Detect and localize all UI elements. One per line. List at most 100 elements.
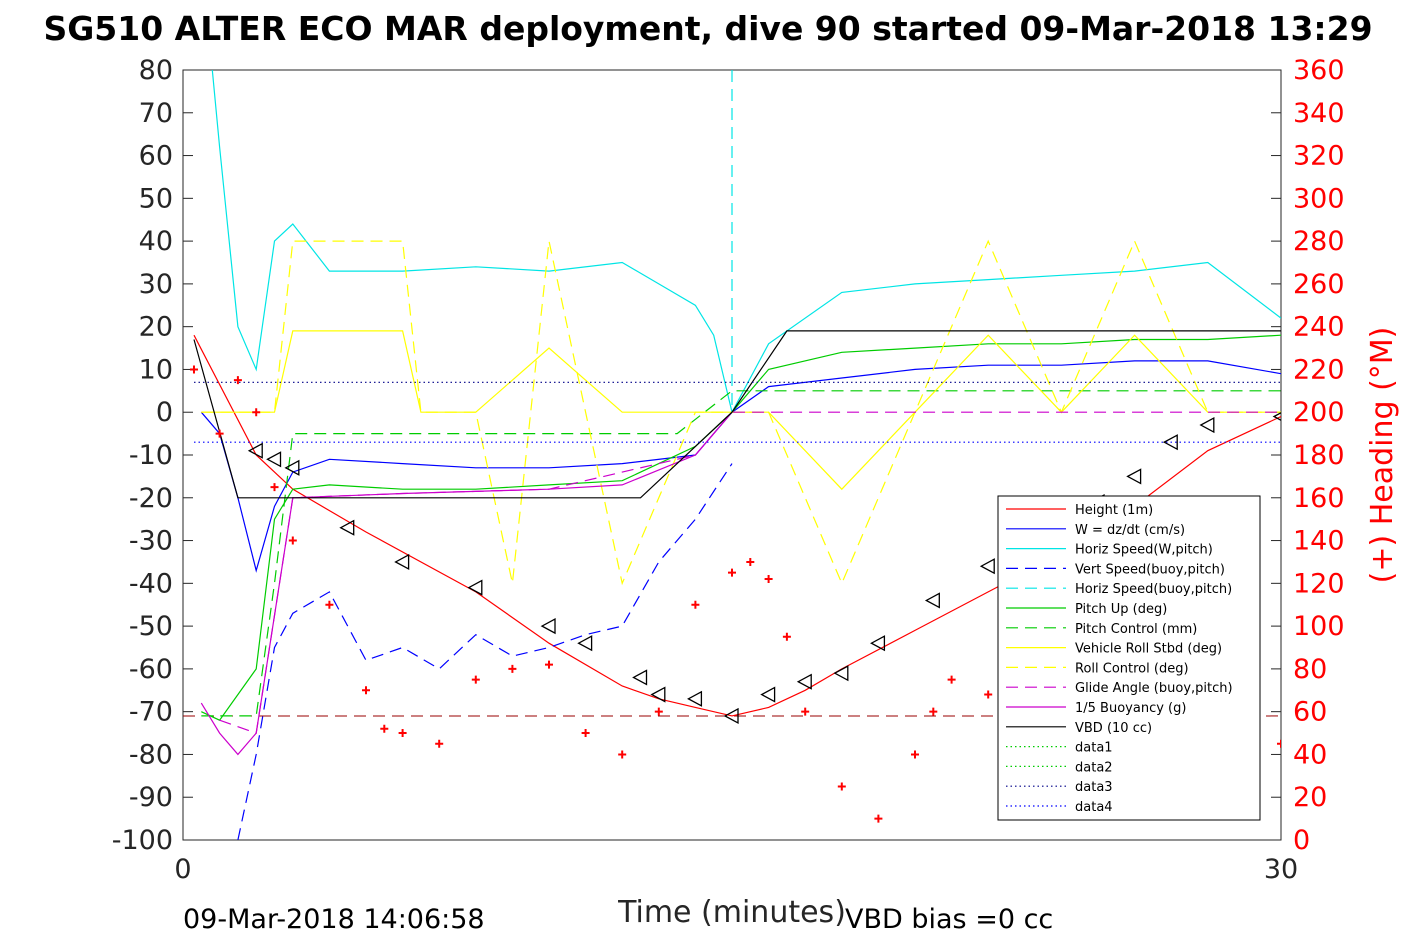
legend-label: Height (1m)	[1075, 503, 1153, 518]
series-line-3	[237, 463, 733, 840]
y2-tick-label: 320	[1293, 141, 1345, 172]
vbd-marker	[723, 707, 739, 725]
y2-tick-label: 80	[1293, 654, 1327, 685]
y-tick-label: -60	[129, 654, 173, 685]
y2-tick-label: 100	[1293, 611, 1345, 642]
y-tick-label: -20	[129, 483, 173, 514]
x-tick-label: 0	[174, 854, 191, 885]
x-axis-label: Time (minutes)	[617, 895, 846, 930]
heading-point	[508, 664, 517, 673]
vbd-marker	[394, 553, 410, 571]
heading-point	[1277, 739, 1281, 748]
heading-point	[911, 750, 919, 759]
heading-point	[362, 686, 370, 695]
y2-tick-label: 160	[1293, 483, 1345, 514]
y-tick-label: -40	[129, 568, 173, 599]
y-tick-label: 30	[139, 269, 173, 300]
y-tick-label: 50	[139, 183, 173, 214]
heading-point	[435, 739, 444, 748]
legend-label: Roll Control (deg)	[1075, 661, 1189, 676]
footer-timestamp: 09-Mar-2018 14:06:58	[183, 904, 485, 935]
legend-label: Horiz Speed(W,pitch)	[1075, 543, 1213, 558]
vbd-marker	[796, 673, 812, 690]
vbd-marker	[467, 579, 483, 596]
vbd-marker	[540, 618, 556, 635]
vbd-marker	[247, 442, 263, 459]
legend-box	[997, 495, 1261, 821]
y2-tick-label: 180	[1293, 440, 1345, 471]
heading-point	[380, 724, 389, 733]
y-tick-label: 10	[139, 354, 173, 385]
vbd-marker	[1272, 411, 1281, 422]
vbd-marker	[687, 690, 703, 707]
heading-point	[545, 660, 553, 669]
y2-tick-label: 300	[1293, 183, 1345, 214]
series-line-6	[201, 390, 1281, 717]
y-tick-label: 20	[139, 312, 173, 343]
heading-point	[746, 557, 755, 566]
y-tick-label: -30	[129, 526, 173, 557]
series-line-2	[211, 70, 1281, 414]
heading-point	[801, 707, 810, 716]
y2-tick-label: 0	[1293, 825, 1310, 856]
y-tick-label: -70	[129, 697, 173, 728]
legend-label: data2	[1075, 760, 1113, 775]
legend-label: Pitch Control (mm)	[1075, 622, 1197, 637]
vbd-marker	[1162, 434, 1178, 451]
y-tick-label: 0	[156, 397, 173, 428]
vbd-marker	[266, 451, 282, 468]
chart-title: SG510 ALTER ECO MAR deployment, dive 90 …	[43, 9, 1372, 48]
legend-label: data4	[1075, 800, 1113, 815]
heading-point	[837, 782, 846, 791]
y-tick-label: 60	[139, 141, 173, 172]
y2-tick-label: 40	[1293, 739, 1327, 770]
legend-label: Glide Angle (buoy,pitch)	[1075, 681, 1233, 696]
heading-point	[325, 600, 334, 609]
y-tick-label: -80	[129, 739, 173, 770]
vbd-marker	[870, 635, 886, 652]
y2-tick-label: 60	[1293, 697, 1327, 728]
y2-tick-label: 140	[1293, 526, 1345, 557]
vbd-marker	[577, 635, 593, 652]
heading-point	[782, 632, 791, 641]
legend-label: 1/5 Buoyancy (g)	[1075, 701, 1186, 716]
y2-axis-label: (+) Heading (°M)	[1365, 327, 1400, 584]
y-tick-label: -90	[129, 782, 173, 813]
legend-label: data1	[1075, 741, 1113, 756]
legend-label: W = dz/dt (cm/s)	[1075, 523, 1185, 538]
y2-tick-label: 360	[1293, 55, 1345, 86]
vbd-marker	[284, 459, 300, 476]
footer-vbd-bias: VBD bias =0 cc	[845, 904, 1053, 935]
legend-label: VBD (10 cc)	[1075, 721, 1152, 736]
heading-point	[984, 690, 993, 699]
vbd-marker	[924, 592, 940, 609]
heading-point	[691, 600, 700, 609]
legend-label: Vert Speed(buoy,pitch)	[1075, 562, 1225, 577]
vbd-marker	[979, 558, 995, 575]
heading-point	[270, 483, 279, 492]
y2-tick-label: 340	[1293, 98, 1345, 129]
vbd-marker	[650, 686, 666, 703]
y-tick-label: 80	[139, 55, 173, 86]
heading-point	[728, 568, 736, 577]
y-tick-label: 40	[139, 226, 173, 257]
y-axis-right: 3603403203002802602402202001801601401201…	[1271, 55, 1345, 856]
y-tick-label: -10	[129, 440, 173, 471]
heading-point	[471, 675, 480, 684]
y-tick-label: 70	[139, 98, 173, 129]
y2-tick-label: 120	[1293, 568, 1345, 599]
vbd-marker	[760, 686, 776, 703]
legend-label: Horiz Speed(buoy,pitch)	[1075, 582, 1232, 597]
x-tick-label: 30	[1264, 854, 1298, 885]
y2-tick-label: 280	[1293, 226, 1345, 257]
series-line-10	[200, 411, 733, 756]
series-line-11	[193, 330, 1281, 499]
vbd-marker	[339, 519, 355, 536]
vbd-marker	[1126, 468, 1142, 485]
vbd-marker	[833, 665, 849, 682]
heading-point	[252, 408, 261, 417]
heading-point	[618, 750, 627, 759]
x-axis: 0 30	[174, 830, 1298, 885]
heading-point	[874, 814, 883, 823]
